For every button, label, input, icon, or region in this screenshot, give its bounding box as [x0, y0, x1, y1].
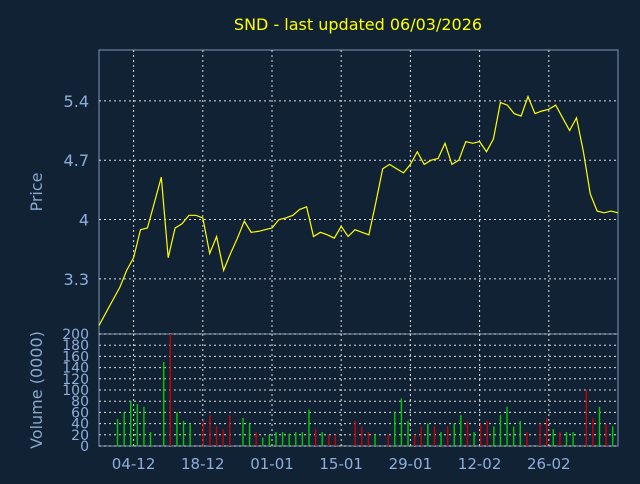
chart-title: SND - last updated 06/03/2026 [234, 15, 482, 34]
volume-tick-label: 160 [62, 349, 89, 365]
volume-tick-label: 200 [62, 327, 89, 343]
volume-tick-label: 120 [62, 372, 89, 388]
volume-tick-label: 40 [71, 417, 89, 433]
volume-tick-label: 0 [80, 439, 89, 455]
x-tick-label: 26-02 [527, 455, 571, 473]
price-plot-frame [98, 49, 619, 335]
x-tick-label: 12-02 [458, 455, 502, 473]
x-tick-label: 01-01 [250, 455, 294, 473]
volume-axis-label: Volume (0000) [27, 331, 46, 449]
x-tick-label: 18-12 [181, 455, 225, 473]
volume-tick-label: 100 [62, 383, 89, 399]
price-tick-label: 3.3 [64, 270, 89, 289]
volume-tick-label: 20 [71, 428, 89, 444]
volume-panel: 04-12 18-12 01-01 15-01 29-01 12-02 26-02 02040… [62, 327, 619, 473]
price-panel: 3.3 4 4.7 5.4 [64, 49, 619, 335]
price-line [98, 94, 619, 326]
volume-tick-label: 60 [71, 405, 89, 421]
price-axis-label: Price [27, 172, 46, 211]
price-tick-label: 4.7 [64, 151, 89, 170]
volume-tick-label: 140 [62, 361, 89, 377]
x-tick-label: 29-01 [389, 455, 433, 473]
volume-tick-label: 180 [62, 338, 89, 354]
x-tick-label: 04-12 [112, 455, 156, 473]
price-tick-label: 4 [79, 211, 89, 230]
x-tick-label: 15-01 [319, 455, 363, 473]
price-tick-label: 5.4 [64, 92, 89, 111]
volume-tick-label: 80 [71, 394, 89, 410]
